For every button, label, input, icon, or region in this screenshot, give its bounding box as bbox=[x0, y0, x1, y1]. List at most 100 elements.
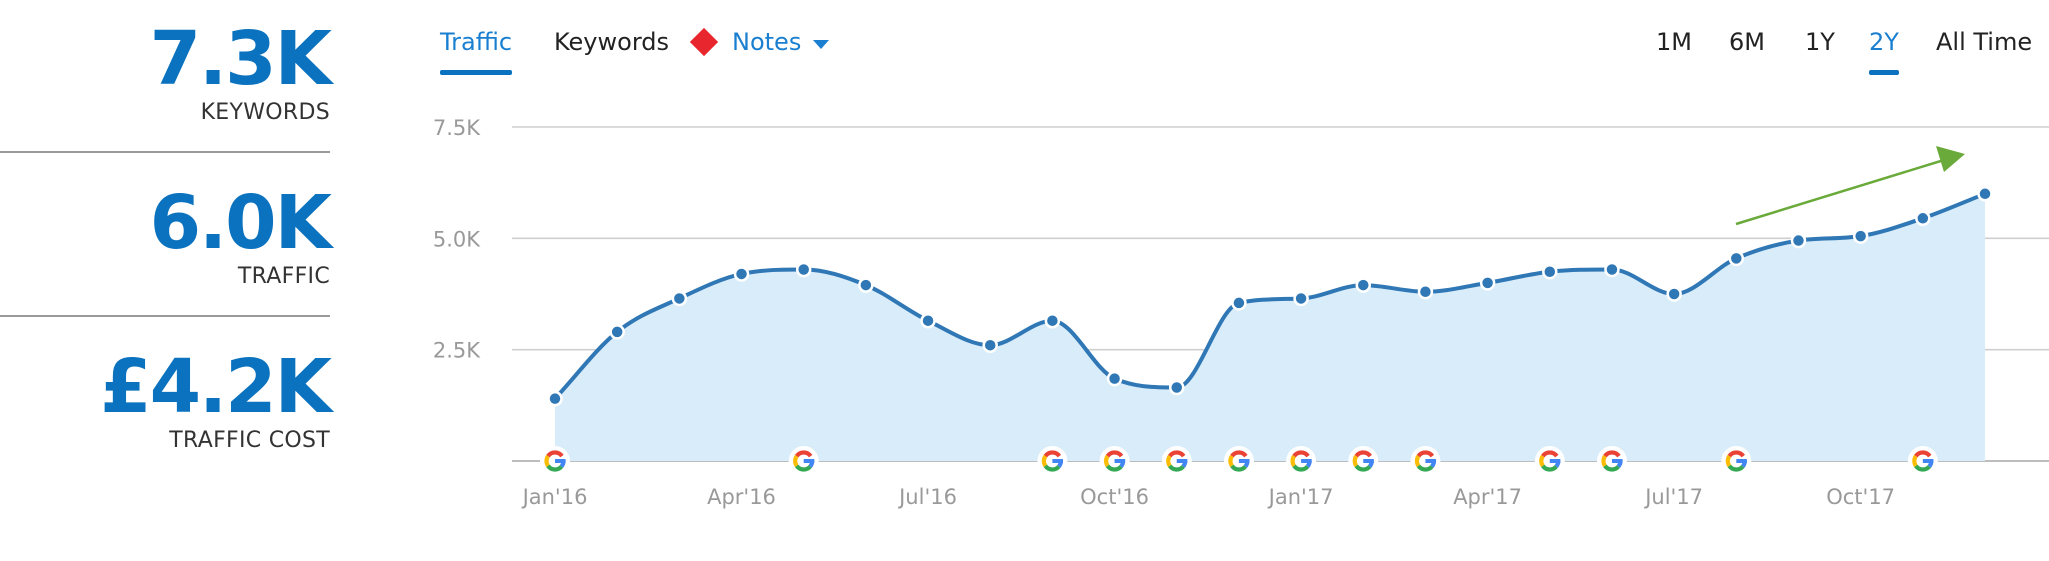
y-tick-label: 2.5K bbox=[433, 339, 481, 363]
data-point bbox=[1852, 228, 1869, 244]
google-g-icon bbox=[1907, 446, 1938, 476]
google-g-icon bbox=[1223, 446, 1254, 476]
notes-label: Notes bbox=[732, 28, 802, 56]
data-point bbox=[1666, 286, 1682, 302]
data-point bbox=[982, 337, 998, 353]
google-g-green bbox=[1416, 464, 1434, 472]
google-g-green bbox=[1043, 464, 1061, 472]
kpi-traffic-cost[interactable]: £4.2K TRAFFIC COST bbox=[0, 344, 332, 453]
data-point bbox=[795, 261, 812, 278]
google-g-bar bbox=[1611, 459, 1623, 463]
range-6m[interactable]: 6M bbox=[1729, 28, 1765, 56]
google-g-green bbox=[1292, 464, 1310, 472]
y-axis-labels: 2.5K 5.0K 7.5K bbox=[433, 116, 481, 363]
kpi-traffic-label: TRAFFIC bbox=[237, 264, 330, 289]
google-g-yellow bbox=[1601, 454, 1607, 468]
google-g-green bbox=[1168, 464, 1185, 472]
google-g-red bbox=[1043, 450, 1062, 458]
data-point bbox=[858, 277, 874, 293]
data-point bbox=[1355, 277, 1372, 293]
google-g-red bbox=[1727, 450, 1745, 458]
data-point bbox=[1977, 186, 1993, 202]
google-g-green bbox=[795, 464, 812, 472]
google-g-red bbox=[1354, 450, 1372, 458]
google-g-yellow bbox=[1725, 454, 1732, 468]
traffic-area bbox=[555, 193, 1985, 462]
google-g-red bbox=[1168, 450, 1186, 458]
google-g-icon bbox=[1348, 446, 1379, 476]
google-g-icon bbox=[1037, 446, 1068, 476]
kpi-keywords-value: 7.3K bbox=[149, 16, 332, 102]
data-point bbox=[1915, 210, 1931, 227]
kpi-keywords[interactable]: 7.3K KEYWORDS bbox=[0, 16, 332, 125]
google-g-green bbox=[1230, 464, 1248, 472]
google-g-icon bbox=[1161, 446, 1192, 476]
google-g-bar bbox=[1922, 459, 1934, 463]
google-g-green bbox=[1914, 464, 1931, 472]
data-point bbox=[1479, 275, 1496, 291]
data-point bbox=[671, 290, 688, 307]
google-g-red bbox=[795, 450, 813, 458]
google-g-yellow bbox=[793, 454, 799, 468]
google-g-red bbox=[1292, 450, 1310, 458]
google-g-icon bbox=[1721, 446, 1752, 476]
range-2y[interactable]: 2Y bbox=[1869, 28, 1899, 75]
arrow-up-right-icon bbox=[1936, 146, 1965, 172]
kpi-traffic-value: 6.0K bbox=[149, 180, 332, 266]
kpi-traffic-cost-label: TRAFFIC COST bbox=[169, 428, 330, 453]
google-g-bar bbox=[1736, 459, 1747, 463]
google-g-red bbox=[1541, 450, 1559, 458]
kpi-traffic-cost-value: £4.2K bbox=[100, 344, 332, 430]
google-g-yellow bbox=[1539, 454, 1545, 468]
chevron-down-icon bbox=[813, 39, 830, 49]
google-g-icon bbox=[1286, 446, 1317, 476]
google-g-bar bbox=[1549, 459, 1561, 463]
data-point bbox=[1542, 263, 1558, 280]
google-g-yellow bbox=[1290, 454, 1296, 468]
google-g-green bbox=[1105, 464, 1123, 472]
data-point bbox=[1604, 261, 1620, 278]
google-g-yellow bbox=[1228, 454, 1234, 468]
google-g-bar bbox=[1176, 459, 1188, 463]
google-g-bar bbox=[1425, 459, 1437, 463]
data-point bbox=[1231, 295, 1247, 311]
range-selector: 1M 6M 1Y 2Y All Time bbox=[0, 28, 2049, 78]
data-point bbox=[1293, 290, 1309, 307]
range-1y[interactable]: 1Y bbox=[1805, 28, 1835, 56]
tab-traffic[interactable]: Traffic bbox=[440, 28, 513, 75]
google-g-red bbox=[1230, 450, 1248, 458]
data-point bbox=[733, 266, 750, 282]
range-all-time[interactable]: All Time bbox=[1936, 28, 2033, 56]
google-g-bar bbox=[1114, 459, 1126, 463]
google-g-icon bbox=[1534, 446, 1565, 476]
data-point bbox=[1417, 284, 1434, 300]
notes-dropdown[interactable]: Notes bbox=[689, 27, 830, 57]
google-g-red bbox=[1914, 450, 1932, 458]
x-tick-label: Jul'17 bbox=[1643, 485, 1703, 509]
kpi-keywords-label: KEYWORDS bbox=[200, 100, 330, 125]
x-tick-label: Apr'16 bbox=[707, 485, 776, 509]
data-point bbox=[1106, 370, 1123, 387]
google-g-icon bbox=[1410, 446, 1441, 476]
x-tick-label: Oct'17 bbox=[1826, 485, 1895, 509]
range-1m[interactable]: 1M bbox=[1656, 28, 1692, 56]
x-tick-label: Jan'16 bbox=[521, 485, 588, 509]
kpi-traffic[interactable]: 6.0K TRAFFIC bbox=[0, 180, 332, 289]
tab-keywords[interactable]: Keywords bbox=[554, 28, 670, 56]
google-g-yellow bbox=[1414, 454, 1421, 468]
x-tick-label: Apr'17 bbox=[1453, 485, 1522, 509]
data-point bbox=[920, 312, 936, 329]
google-g-icon bbox=[1596, 446, 1627, 476]
google-g-yellow bbox=[1041, 454, 1048, 468]
google-g-yellow bbox=[1166, 454, 1172, 468]
x-tick-label: Jul'16 bbox=[897, 485, 957, 509]
data-point bbox=[1044, 312, 1061, 329]
google-g-bar bbox=[1301, 459, 1312, 463]
google-update-markers bbox=[540, 446, 1938, 476]
trend-arrow-line bbox=[1735, 158, 1945, 226]
google-g-yellow bbox=[1912, 454, 1918, 468]
data-point bbox=[547, 390, 563, 407]
google-g-yellow bbox=[544, 454, 550, 468]
google-g-yellow bbox=[1104, 454, 1110, 468]
